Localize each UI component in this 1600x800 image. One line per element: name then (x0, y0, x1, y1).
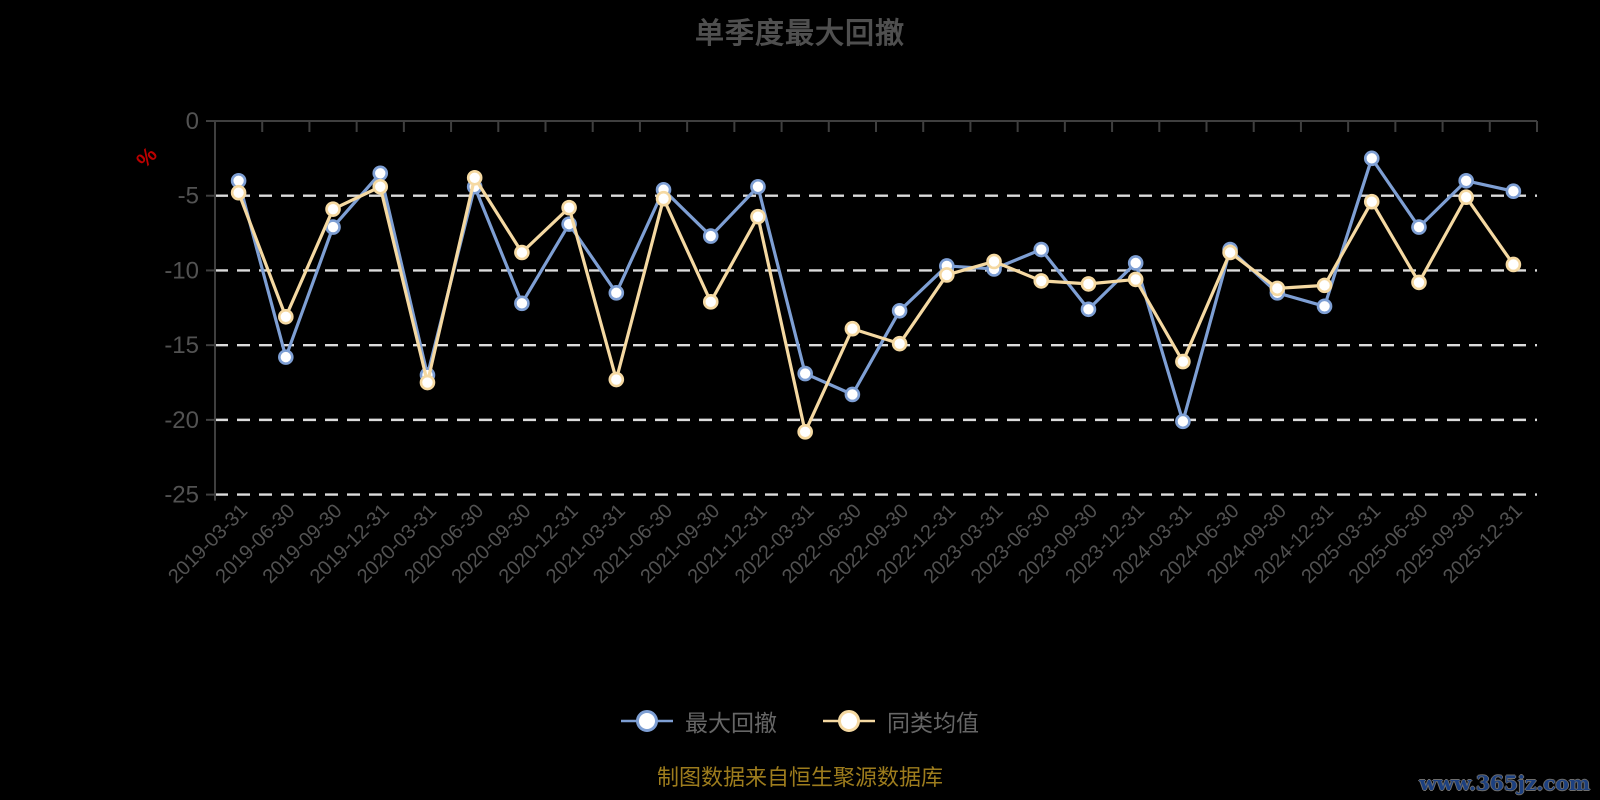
y-axis-label: -25 (164, 482, 199, 509)
data-point-category-average[interactable] (1033, 273, 1050, 289)
data-point-category-average[interactable] (1411, 274, 1427, 291)
data-point-category-average[interactable] (702, 294, 719, 310)
y-axis-label: 0 (186, 108, 199, 135)
data-point-max-drawdown[interactable] (702, 228, 719, 244)
data-point-category-average[interactable] (230, 184, 247, 201)
data-point-category-average[interactable] (325, 201, 341, 217)
data-point-max-drawdown[interactable] (844, 386, 861, 403)
legend-label: 最大回撤 (685, 710, 777, 736)
legend-marker-category-average (823, 710, 875, 732)
data-point-max-drawdown[interactable] (372, 165, 389, 182)
data-point-category-average[interactable] (278, 308, 294, 325)
y-axis-label: -5 (178, 183, 199, 210)
data-point-max-drawdown[interactable] (1316, 298, 1333, 315)
series-line-category-average (237, 176, 1515, 434)
y-axis-label: -20 (164, 407, 199, 434)
legend-item-category-average[interactable]: 同类均值 (823, 704, 979, 738)
data-point-category-average[interactable] (372, 178, 389, 195)
data-source-note: 制图数据来自恒生聚源数据库 (656, 765, 943, 790)
data-point-category-average[interactable] (986, 253, 1002, 270)
data-point-category-average[interactable] (844, 320, 861, 337)
legend: 最大回撤 同类均值 (0, 704, 1600, 738)
data-point-max-drawdown[interactable] (891, 302, 908, 319)
data-point-category-average[interactable] (419, 374, 436, 391)
data-point-max-drawdown[interactable] (797, 365, 813, 382)
data-point-category-average[interactable] (1363, 193, 1380, 210)
y-axis-label: -10 (164, 257, 199, 284)
data-point-category-average[interactable] (466, 169, 483, 186)
y-axis-label: -15 (164, 332, 199, 359)
data-point-category-average[interactable] (561, 199, 577, 216)
data-point-max-drawdown[interactable] (750, 178, 766, 195)
data-point-category-average[interactable] (1458, 189, 1474, 206)
data-point-category-average[interactable] (1269, 280, 1286, 297)
data-point-max-drawdown[interactable] (1175, 413, 1191, 430)
legend-marker-max-drawdown (621, 710, 673, 732)
data-point-category-average[interactable] (1505, 256, 1522, 273)
chart-plot-area: 0-5-10-15-20-252019-03-312019-06-302019-… (164, 108, 1538, 588)
legend-label: 同类均值 (887, 710, 979, 736)
data-point-category-average[interactable] (939, 267, 955, 283)
data-point-category-average[interactable] (797, 424, 813, 440)
data-point-category-average[interactable] (1080, 276, 1097, 292)
data-point-max-drawdown[interactable] (1363, 150, 1380, 167)
data-point-category-average[interactable] (1175, 353, 1191, 370)
data-point-max-drawdown[interactable] (1458, 172, 1474, 189)
legend-item-max-drawdown[interactable]: 最大回撤 (621, 704, 777, 738)
data-point-category-average[interactable] (750, 208, 766, 225)
chart-title: 单季度最大回撤 (694, 18, 905, 50)
data-point-max-drawdown[interactable] (278, 349, 294, 365)
data-point-max-drawdown[interactable] (1033, 241, 1050, 258)
data-point-max-drawdown[interactable] (1411, 219, 1427, 235)
data-point-category-average[interactable] (1127, 271, 1144, 288)
data-point-category-average[interactable] (514, 244, 530, 261)
data-point-max-drawdown[interactable] (1080, 301, 1097, 318)
site-watermark: www.365jz.com (1419, 771, 1590, 795)
data-point-category-average[interactable] (1222, 244, 1238, 261)
data-point-category-average[interactable] (655, 190, 672, 207)
data-point-category-average[interactable] (891, 335, 908, 352)
data-point-max-drawdown[interactable] (1127, 255, 1144, 271)
data-point-max-drawdown[interactable] (1505, 183, 1522, 200)
data-point-max-drawdown[interactable] (608, 285, 625, 301)
data-point-max-drawdown[interactable] (514, 295, 530, 312)
data-point-category-average[interactable] (608, 371, 625, 388)
data-point-category-average[interactable] (1316, 277, 1333, 294)
